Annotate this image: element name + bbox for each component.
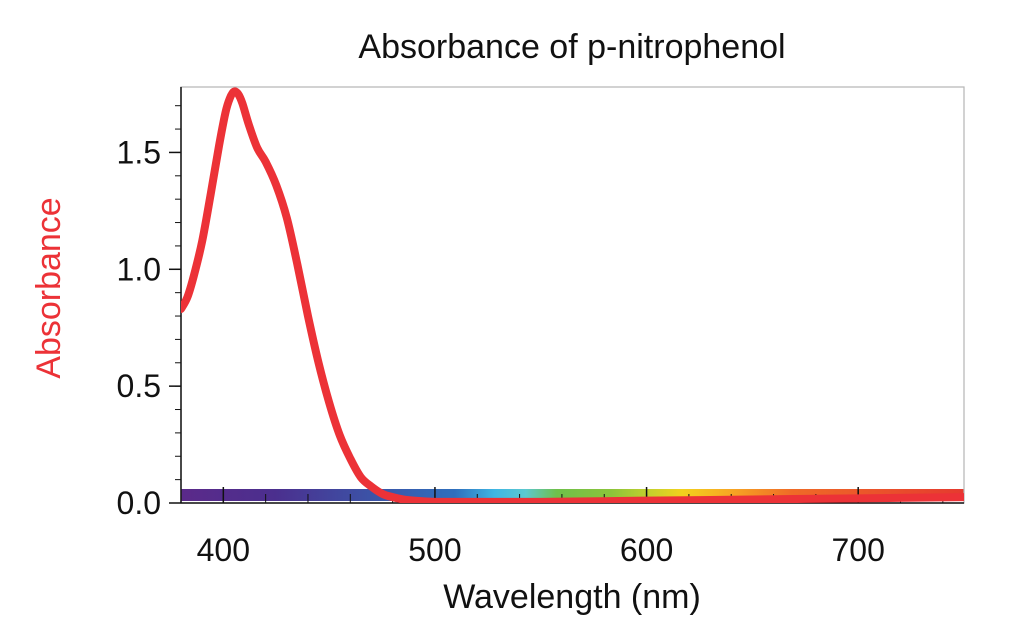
y-axis-label: Absorbance bbox=[30, 197, 68, 378]
tick-labels: 400 500 600 700 0.0 0.5 1.0 1.5 bbox=[117, 134, 885, 568]
y-tick-label: 1.5 bbox=[117, 134, 161, 170]
y-tick-label: 1.0 bbox=[117, 251, 161, 287]
x-tick-label: 400 bbox=[197, 532, 250, 568]
absorbance-series-line bbox=[181, 87, 964, 503]
x-tick-label: 600 bbox=[620, 532, 673, 568]
x-tick-label: 500 bbox=[408, 532, 461, 568]
y-tick-label: 0.5 bbox=[117, 368, 161, 404]
plot-frame bbox=[180, 86, 965, 504]
series-layer bbox=[181, 87, 964, 503]
chart-title: Absorbance of p-nitrophenol bbox=[358, 28, 785, 66]
x-tick-label: 700 bbox=[831, 532, 884, 568]
minor-ticks bbox=[175, 105, 944, 504]
y-tick-label: 0.0 bbox=[117, 485, 161, 521]
major-ticks bbox=[169, 151, 859, 504]
x-axis-label: Wavelength (nm) bbox=[443, 578, 701, 616]
